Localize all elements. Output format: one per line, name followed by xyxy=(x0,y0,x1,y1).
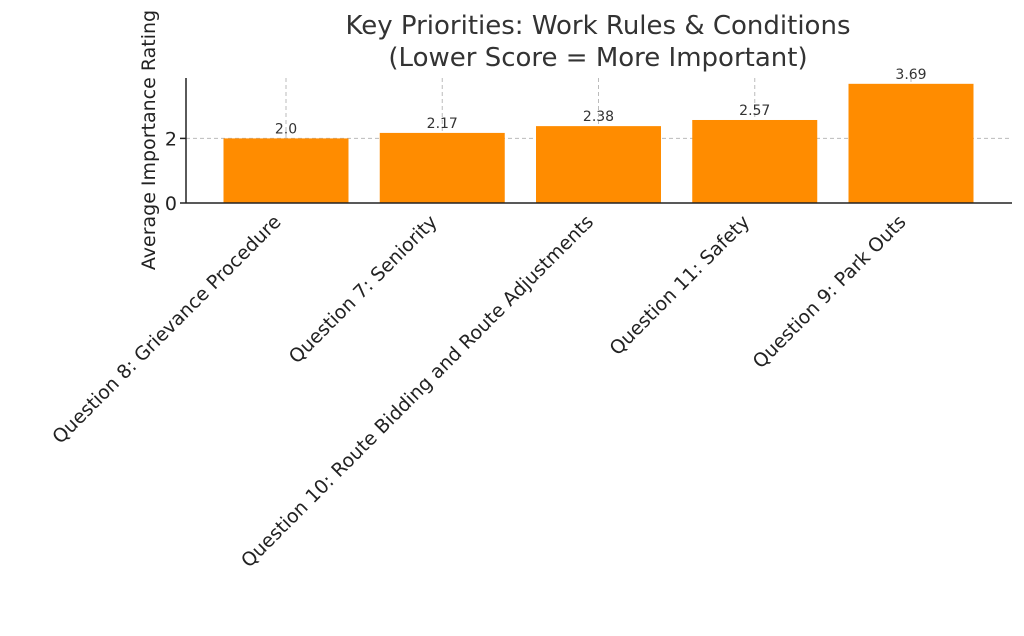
x-tick-label-1: Question 7: Seniority xyxy=(285,211,442,368)
y-axis-label: Average Importance Rating xyxy=(138,10,160,270)
data-label-0: 2.0 xyxy=(275,121,297,137)
y-tick-label-1: 2 xyxy=(165,128,177,150)
y-tick-label-0: 0 xyxy=(165,193,177,215)
x-tick-labels-layer: Question 8: Grievance Procedure Question … xyxy=(48,211,910,572)
chart-title-line1: Key Priorities: Work Rules & Conditions xyxy=(345,11,850,41)
x-tick-label-4: Question 9: Park Outs xyxy=(749,211,911,373)
bars-layer xyxy=(223,83,974,203)
bar-3 xyxy=(692,119,818,203)
bar-0 xyxy=(223,138,349,203)
data-label-4: 3.69 xyxy=(895,67,926,83)
x-tick-label-2: Question 10: Route Bidding and Route Adj… xyxy=(237,211,598,572)
data-label-1: 2.17 xyxy=(427,116,458,132)
x-tick-label-3: Question 11: Safety xyxy=(605,211,754,360)
bar-1 xyxy=(379,132,505,203)
data-label-3: 2.57 xyxy=(739,103,770,119)
y-ticks-layer: 02 xyxy=(165,128,186,215)
x-tick-label-0: Question 8: Grievance Procedure xyxy=(48,211,285,448)
data-labels-layer: 2.0 2.17 2.38 2.57 3.69 xyxy=(275,67,927,138)
data-label-2: 2.38 xyxy=(583,109,614,125)
chart-title-line2: (Lower Score = More Important) xyxy=(388,43,807,73)
bar-2 xyxy=(536,126,661,203)
bar-4 xyxy=(848,83,974,203)
